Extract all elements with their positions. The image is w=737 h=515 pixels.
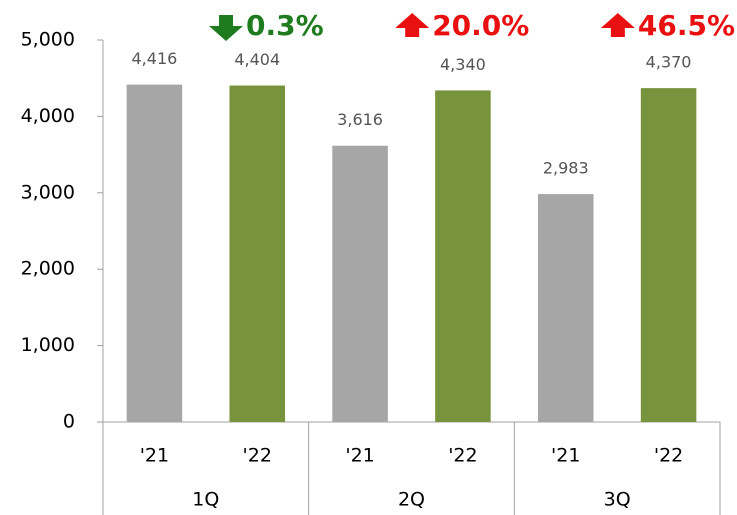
change-label: 46.5%: [638, 9, 735, 42]
y-tick-label: 0: [63, 411, 75, 433]
value-label: 4,416: [132, 49, 178, 68]
change-arrow: [600, 13, 635, 37]
x-tick-label: '22: [448, 445, 477, 467]
group-label: 2Q: [398, 489, 425, 511]
x-tick-label: '22: [243, 445, 272, 467]
bar: [229, 85, 286, 423]
value-label: 4,370: [646, 53, 692, 72]
y-tick-label: 1,000: [21, 334, 75, 356]
bar: [126, 84, 183, 422]
y-tick-label: 4,000: [21, 105, 75, 127]
x-tick-label: '21: [345, 445, 374, 467]
group-label: 1Q: [192, 489, 219, 511]
change-arrow: [395, 13, 430, 37]
bar: [332, 145, 388, 422]
x-tick-label: '21: [551, 445, 580, 467]
change-arrow: [209, 15, 244, 41]
bar: [435, 90, 491, 422]
bar: [640, 88, 697, 422]
y-tick-label: 5,000: [21, 29, 75, 51]
value-label: 4,340: [440, 55, 486, 74]
y-tick-label: 3,000: [21, 181, 75, 203]
change-label: 0.3%: [246, 9, 324, 42]
value-label: 2,983: [543, 159, 589, 178]
change-label: 20.0%: [432, 9, 529, 42]
value-label: 3,616: [337, 110, 383, 129]
x-tick-label: '21: [140, 445, 169, 467]
y-tick-label: 2,000: [21, 258, 75, 280]
x-tick-label: '22: [654, 445, 683, 467]
value-label: 4,404: [234, 50, 280, 69]
group-label: 3Q: [604, 489, 631, 511]
bar: [537, 194, 594, 422]
